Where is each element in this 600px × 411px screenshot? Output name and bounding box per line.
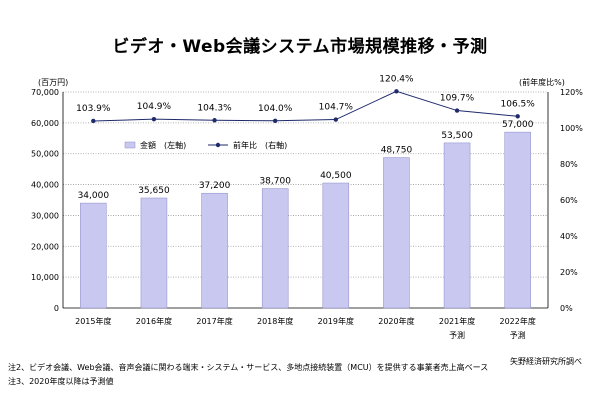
note-3: 注3、2020年度以降は予測値 [8, 377, 114, 386]
bar [383, 157, 410, 309]
right-tick-label: 100% [560, 124, 583, 133]
left-tick-label: 20,000 [31, 242, 59, 251]
bar-value-label: 38,700 [259, 177, 291, 187]
ratio-point [394, 89, 399, 94]
right-tick-label: 80% [560, 160, 578, 169]
right-tick-label: 120% [560, 88, 583, 97]
x-tick-label: 2018年度 [257, 316, 293, 326]
ratio-point [151, 116, 157, 122]
bar-value-label: 40,500 [320, 171, 352, 181]
legend-bar-swatch [124, 141, 136, 149]
bar [80, 202, 107, 309]
left-tick-label: 70,000 [31, 88, 59, 97]
x-tick-label: 2020年度 [378, 316, 414, 326]
legend-bar-label: 金額 (左軸) [140, 140, 186, 150]
bar [443, 142, 471, 309]
forecast-label: 予測 [510, 330, 526, 340]
ratio-value-label: 104.9% [137, 102, 172, 112]
right-tick-label: 60% [560, 196, 578, 205]
ratio-value-label: 104.7% [319, 103, 354, 113]
bar-value-label: 34,000 [78, 191, 110, 201]
x-tick-label: 2021年度 [439, 316, 475, 326]
ratio-value-label: 120.4% [379, 74, 414, 84]
chart-title: ビデオ・Web会議システム市場規模推移・予測 [112, 37, 488, 57]
x-tick-label: 2019年度 [318, 316, 354, 326]
left-axis-unit: (百万円) [38, 78, 69, 87]
ratio-value-label: 104.0% [258, 104, 293, 114]
ratio-value-label: 104.3% [197, 103, 232, 113]
ratio-point [212, 118, 217, 123]
bar-value-label: 53,500 [441, 131, 473, 141]
bar [322, 182, 350, 309]
ratio-point [515, 114, 520, 119]
ratio-point [91, 118, 96, 124]
forecast-label: 予測 [449, 330, 465, 340]
ratio-value-label: 106.5% [501, 99, 536, 109]
bar [504, 131, 531, 309]
right-tick-label: 40% [560, 232, 578, 241]
bar [201, 192, 228, 309]
bar [261, 188, 289, 309]
x-tick-label: 2015年度 [75, 316, 111, 326]
bar-value-label: 35,650 [138, 186, 170, 196]
right-axis-unit: (前年度比%) [519, 78, 565, 87]
bar-value-label: 48,750 [381, 146, 413, 156]
note-2: 注2、ビデオ会議、Web会議、音声会議に関わる端末・システム・サービス、多地点接… [8, 363, 489, 372]
bar [140, 197, 168, 309]
ratio-value-label: 103.9% [76, 104, 111, 114]
ratio-point [272, 118, 278, 124]
legend-line-label: 前年比 (右軸) [233, 140, 287, 150]
x-tick-label: 2022年度 [500, 316, 536, 326]
x-tick-label: 2017年度 [196, 316, 232, 326]
ratio-point [333, 117, 339, 122]
source-credit: 矢野経済研究所調べ [510, 357, 582, 366]
left-tick-label: 10,000 [31, 273, 59, 282]
x-tick-label: 2016年度 [136, 316, 172, 326]
legend-line-marker [215, 142, 221, 148]
right-tick-label: 0% [560, 304, 573, 313]
ratio-point [454, 108, 460, 113]
left-tick-label: 40,000 [31, 181, 59, 190]
left-tick-label: 60,000 [31, 119, 59, 128]
bar-value-label: 57,000 [502, 120, 534, 130]
right-tick-label: 20% [560, 268, 578, 277]
ratio-value-label: 109.7% [440, 94, 475, 104]
left-tick-label: 50,000 [31, 150, 59, 159]
ratio-line [93, 90, 518, 122]
left-tick-label: 30,000 [31, 211, 59, 220]
bar-value-label: 37,200 [199, 181, 231, 191]
left-tick-label: 0 [54, 304, 59, 313]
